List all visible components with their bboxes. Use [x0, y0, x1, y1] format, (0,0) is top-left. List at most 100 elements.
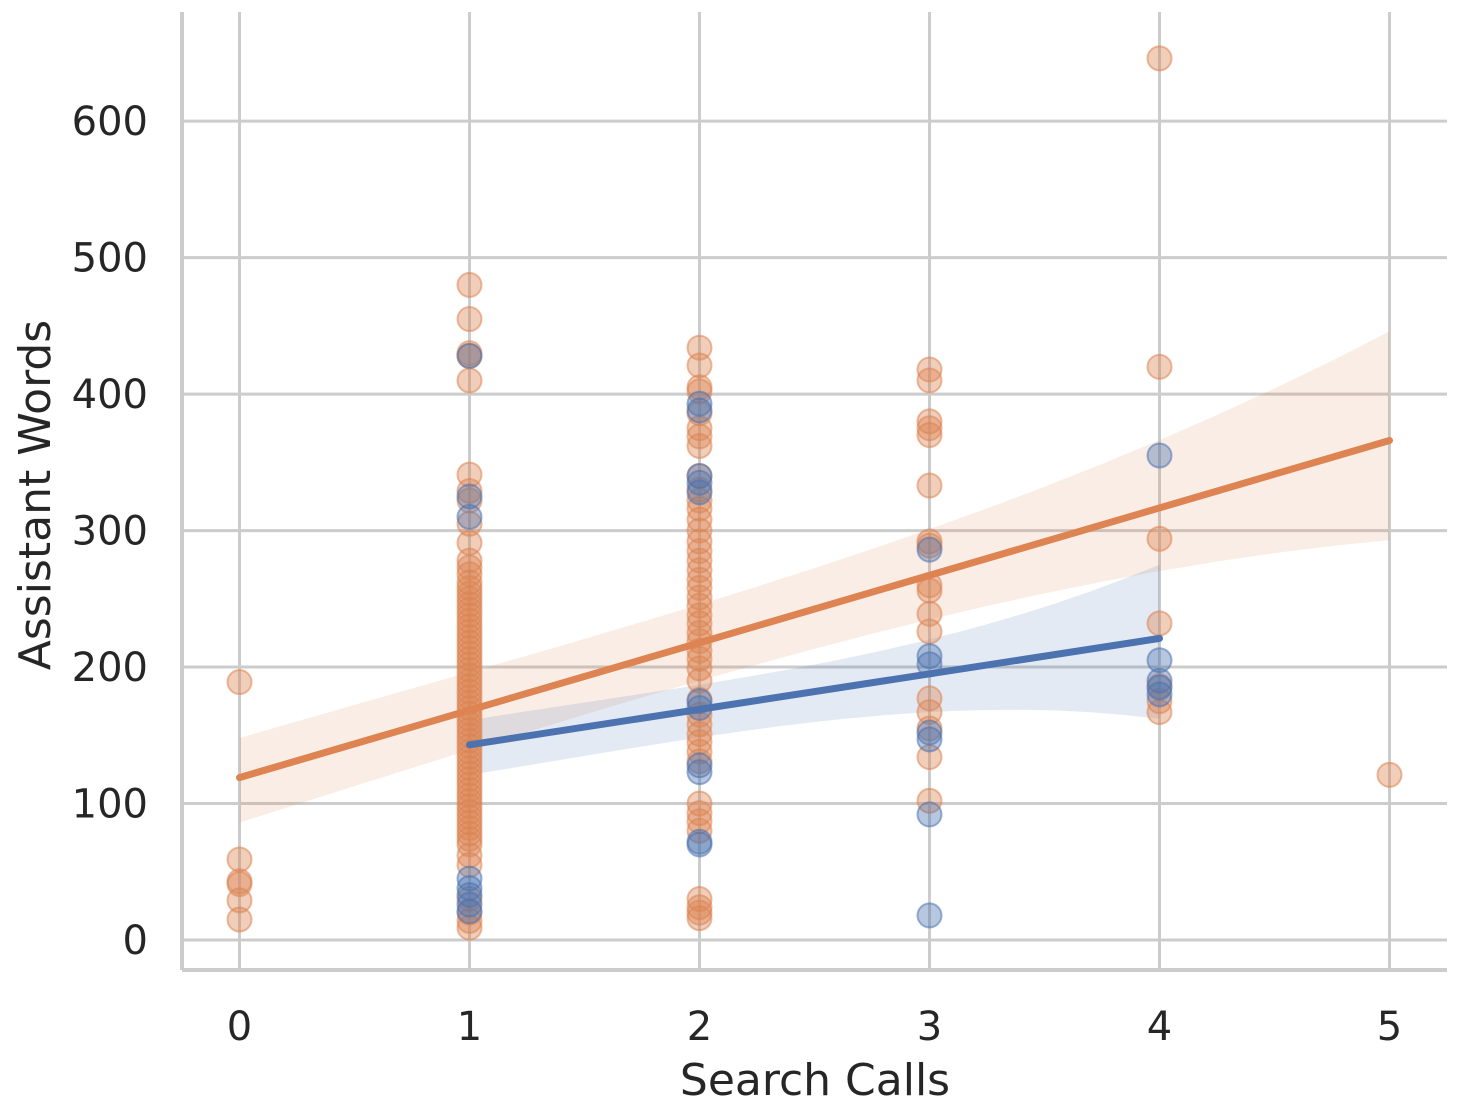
x-tick-label: 4: [1147, 1004, 1172, 1050]
scatter-point-orange: [686, 506, 713, 533]
regression-lines: [236, 437, 1393, 782]
scatter-point-orange: [1146, 45, 1173, 72]
scatter-point-blue: [1146, 667, 1173, 694]
scatter-point-blue: [686, 759, 713, 786]
confidence-bands: [239, 331, 1390, 823]
scatter-point-orange: [1146, 353, 1173, 380]
scatter-point-orange: [916, 415, 943, 442]
scatter-point-blue: [686, 397, 713, 424]
scatter-point-orange: [456, 547, 483, 574]
scatter-point-orange: [686, 905, 713, 932]
scatter-point-blue: [686, 390, 713, 417]
scatter-point-orange: [686, 334, 713, 361]
scatter-point-blue: [916, 726, 943, 753]
scatter-point-blue: [916, 643, 943, 670]
scatter-point-blue: [916, 536, 943, 563]
y-tick-label: 100: [72, 782, 148, 828]
scatter-point-orange: [456, 306, 483, 333]
confidence-band-blue: [469, 564, 1160, 775]
x-axis-title: Search Calls: [680, 1055, 950, 1104]
scatter-point-orange: [686, 667, 713, 694]
scatter-point-blue: [916, 801, 943, 828]
scatter-point-orange: [1146, 525, 1173, 552]
x-tick-label: 3: [917, 1004, 942, 1050]
scatter-point-blue: [456, 898, 483, 925]
x-tick-label: 5: [1377, 1004, 1402, 1050]
regression-line-blue: [466, 634, 1163, 749]
scatter-point-orange: [686, 352, 713, 379]
scatter-point-orange: [686, 610, 713, 637]
scatter-point-blue: [1146, 442, 1173, 469]
x-tick-label: 2: [687, 1004, 712, 1050]
scatter-point-orange: [916, 685, 943, 712]
scatter-point-orange: [686, 645, 713, 672]
scatter-point-orange: [456, 554, 483, 581]
y-tick-label: 300: [72, 509, 148, 555]
scatter-point-orange: [916, 472, 943, 499]
scatter-point-orange: [916, 422, 943, 449]
scatter-point-orange: [1146, 610, 1173, 637]
scatter-point-orange: [916, 367, 943, 394]
scatter-point-orange: [686, 584, 713, 611]
x-tick-label: 0: [227, 1004, 252, 1050]
scatter-point-blue: [916, 902, 943, 929]
scatter-point-orange: [686, 574, 713, 601]
regression-line-orange: [236, 437, 1393, 782]
scatter-point-orange: [916, 577, 943, 604]
scatter-point-blue: [686, 469, 713, 496]
scatter-point-orange: [686, 528, 713, 555]
scatter-point-orange: [686, 886, 713, 913]
scatter-point-orange: [456, 367, 483, 394]
scatter-point-orange: [686, 432, 713, 459]
scatter-point-orange: [456, 831, 483, 858]
scatter-point-orange: [226, 846, 253, 873]
scatter-point-blue: [686, 831, 713, 858]
y-axis-title: Assistant Words: [10, 320, 61, 670]
scatter-point-orange: [456, 510, 483, 537]
scatter-point-blue: [686, 479, 713, 506]
scatter-point-orange: [1376, 761, 1403, 788]
scatter-point-orange: [686, 557, 713, 584]
grid-lines: [182, 12, 1447, 970]
scatter-point-orange: [686, 602, 713, 629]
scatter-point-orange: [686, 817, 713, 844]
y-tick-label: 500: [72, 236, 148, 282]
confidence-band-orange: [239, 331, 1390, 823]
scatter-point-blue: [456, 342, 483, 369]
scatter-point-orange: [686, 592, 713, 619]
scatter-point-blue: [456, 891, 483, 918]
axes-spines: [180, 12, 1447, 972]
tick-labels: 0 1 2 3 4 5 0 100 200 300 400 500 600: [72, 99, 1403, 1050]
scatter-point-blue: [916, 719, 943, 746]
scatter-point-orange: [916, 787, 943, 814]
scatter-point-orange: [686, 790, 713, 817]
scatter-point-orange: [456, 271, 483, 298]
y-tick-label: 0: [123, 918, 148, 964]
y-tick-label: 200: [72, 645, 148, 691]
scatter-point-orange: [226, 887, 253, 914]
y-tick-label: 400: [72, 372, 148, 418]
scatter-point-orange: [686, 547, 713, 574]
y-tick-label: 600: [72, 99, 148, 145]
scatter-point-orange: [686, 517, 713, 544]
scatter-point-orange: [916, 600, 943, 627]
scatter-point-blue: [1146, 674, 1173, 701]
scatter-point-blue: [1146, 681, 1173, 708]
scatter-point-orange: [686, 800, 713, 827]
scatter-point-orange: [916, 356, 943, 383]
scatter-point-orange: [686, 738, 713, 765]
scatter-point-blue: [456, 503, 483, 530]
x-tick-label: 1: [457, 1004, 482, 1050]
scatter-point-orange: [686, 566, 713, 593]
scatter-point-blue: [686, 752, 713, 779]
scatter-point-orange: [226, 669, 253, 696]
scatter-point-orange: [916, 618, 943, 645]
scatter-point-blue: [456, 483, 483, 510]
scatter-point-blue: [1146, 647, 1173, 674]
scatter-point-orange: [686, 423, 713, 450]
scatter-point-orange: [686, 720, 713, 747]
scatter-point-orange: [916, 408, 943, 435]
scatter-point-orange: [1146, 688, 1173, 715]
scatter-point-orange: [686, 538, 713, 565]
